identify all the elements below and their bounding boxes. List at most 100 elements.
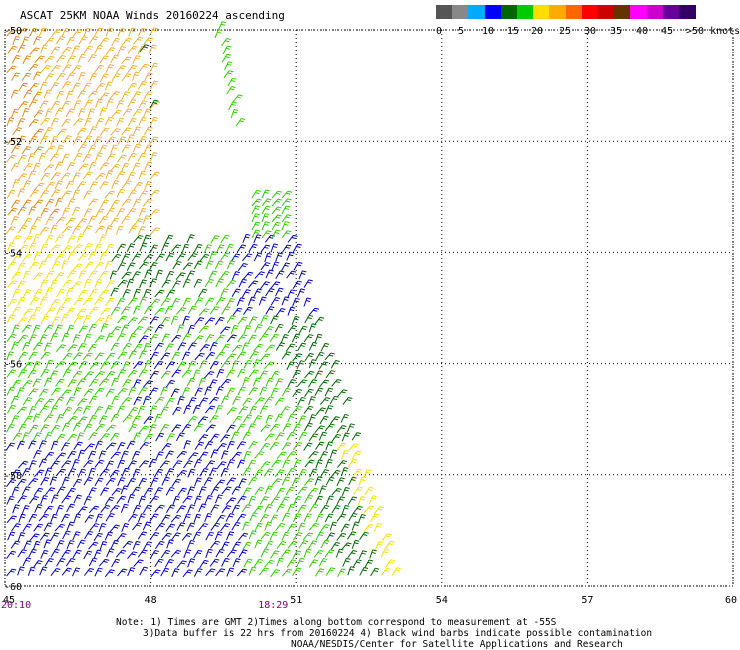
- wind-barb: [143, 487, 153, 497]
- wind-barb: [281, 190, 293, 199]
- wind-barb: [72, 244, 83, 252]
- wind-barb: [121, 306, 131, 315]
- wind-barb: [117, 46, 126, 55]
- wind-barb: [89, 378, 99, 388]
- wind-barb: [220, 252, 230, 261]
- wind-barb: [329, 416, 340, 425]
- wind-barb: [40, 476, 50, 486]
- wind-barb: [271, 459, 282, 468]
- wind-barb: [165, 361, 176, 370]
- wind-barb: [55, 452, 67, 461]
- wind-barb: [94, 477, 104, 487]
- legend-swatch: [484, 5, 502, 19]
- wind-barb: [94, 352, 105, 361]
- wind-barb: [149, 136, 159, 145]
- wind-barb: [67, 344, 78, 352]
- wind-barb: [54, 396, 65, 405]
- wind-barb: [138, 207, 147, 217]
- wind-barb: [61, 476, 70, 486]
- wind-barb: [82, 153, 92, 163]
- wind-barb: [121, 397, 132, 405]
- wind-barb: [65, 287, 74, 297]
- wind-barb: [61, 567, 72, 576]
- wind-barb: [348, 476, 357, 486]
- wind-barb: [67, 361, 78, 370]
- wind-barb: [21, 72, 32, 81]
- wind-barb: [194, 317, 205, 326]
- wind-barb: [248, 477, 258, 486]
- wind-barb: [150, 477, 159, 487]
- wind-barb: [351, 432, 362, 441]
- wind-barb: [149, 531, 160, 541]
- wind-barb: [187, 324, 196, 334]
- wind-barb: [110, 432, 120, 441]
- wind-barb: [117, 441, 126, 451]
- wind-barb: [205, 568, 216, 577]
- wind-barb: [281, 244, 292, 253]
- wind-barb: [32, 91, 43, 100]
- wind-barb: [336, 477, 345, 487]
- wind-barb: [21, 36, 30, 46]
- wind-barb: [205, 548, 213, 558]
- wind-barb: [127, 45, 138, 54]
- lon-label: 48: [145, 595, 157, 606]
- wind-barb: [183, 460, 193, 469]
- wind-barb: [133, 343, 143, 352]
- wind-barb: [127, 317, 138, 325]
- wind-barb: [226, 567, 235, 577]
- wind-barb: [127, 171, 136, 181]
- wind-barb: [111, 253, 122, 262]
- legend-tick-label: 0: [435, 26, 443, 37]
- wind-barb: [104, 190, 115, 199]
- wind-barb: [61, 27, 71, 37]
- wind-barb: [292, 567, 302, 577]
- wind-barb: [65, 108, 75, 117]
- wind-barb: [220, 434, 230, 443]
- wind-barb: [122, 361, 131, 371]
- wind-barb: [149, 227, 161, 235]
- wind-barb: [111, 326, 122, 335]
- wind-barb: [50, 135, 59, 146]
- wind-barb: [215, 296, 226, 306]
- wind-barb: [254, 539, 263, 549]
- wind-barb: [297, 522, 306, 532]
- wind-barb: [198, 397, 209, 406]
- wind-barb: [109, 524, 120, 533]
- wind-barb: [73, 152, 83, 162]
- wind-barb: [39, 226, 50, 236]
- wind-barb: [172, 260, 182, 270]
- wind-barb: [193, 278, 203, 288]
- wind-barb: [77, 449, 86, 459]
- wind-barb: [29, 533, 40, 542]
- wind-barb: [39, 532, 50, 541]
- wind-barb: [193, 335, 204, 343]
- wind-barb: [329, 521, 338, 531]
- wind-barb: [186, 539, 195, 549]
- wind-barb: [17, 317, 28, 325]
- wind-barb: [314, 370, 323, 380]
- wind-barb: [105, 279, 116, 289]
- wind-barb: [260, 314, 269, 324]
- wind-barb: [238, 406, 249, 415]
- wind-barb: [62, 64, 72, 73]
- wind-barb: [297, 486, 308, 495]
- wind-barb: [241, 342, 250, 352]
- wind-barb: [120, 485, 129, 495]
- wind-barb: [205, 460, 216, 469]
- wind-barb: [76, 308, 87, 317]
- wind-barb: [251, 198, 262, 207]
- wind-barb: [275, 342, 286, 351]
- wind-barb: [6, 478, 16, 488]
- wind-barb: [88, 161, 97, 171]
- wind-barb: [248, 566, 257, 576]
- wind-barb: [138, 261, 150, 270]
- wind-barb: [330, 360, 340, 369]
- wind-barb: [220, 450, 229, 460]
- wind-barb: [241, 504, 252, 513]
- wind-barb: [138, 495, 147, 505]
- wind-barb: [160, 567, 170, 577]
- wind-barb: [122, 289, 131, 298]
- wind-barb: [72, 172, 81, 182]
- wind-barb: [138, 350, 147, 360]
- wind-barb: [73, 494, 82, 504]
